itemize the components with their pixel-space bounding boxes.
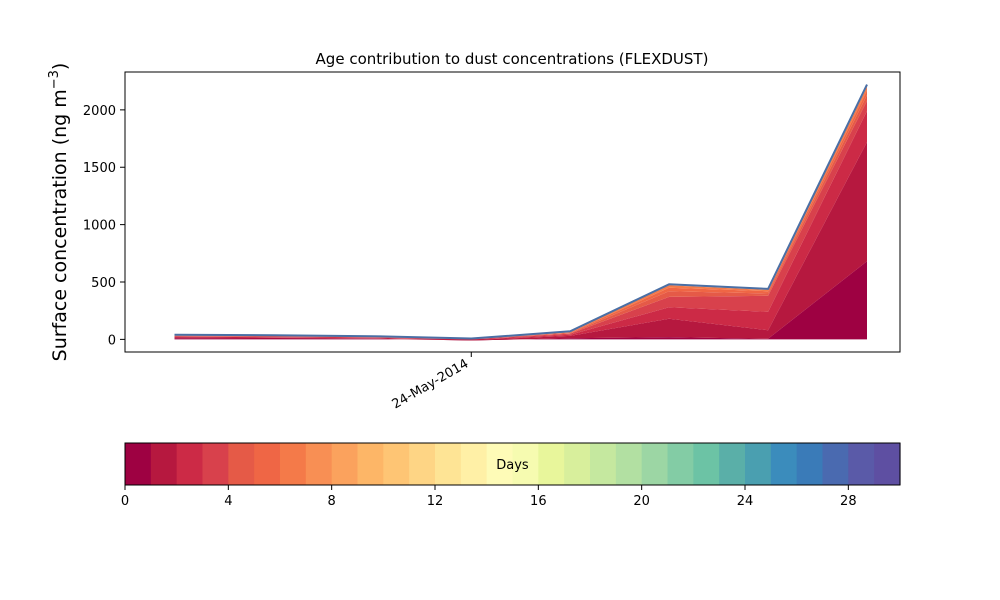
area-layer-0 — [174, 261, 867, 341]
y-tick-label-2000: 2000 — [83, 104, 116, 119]
plot-frame — [124, 71, 901, 353]
colorbar-segment-18 — [590, 443, 617, 485]
colorbar-segment-14 — [486, 443, 514, 485]
x-tick-label: 24-May-2014 — [390, 356, 472, 412]
y-tick-label-1000: 1000 — [83, 219, 116, 234]
colorbar-segment-27 — [822, 443, 849, 485]
colorbar-segment-29 — [874, 443, 901, 485]
colorbar-segment-2 — [176, 443, 204, 485]
colorbar-segment-11 — [409, 443, 436, 485]
colorbar-segment-4 — [228, 443, 255, 485]
colorbar-segment-3 — [202, 443, 229, 485]
colorbar-tick-label-20: 20 — [633, 494, 650, 509]
y-axis-label-close: ) — [49, 63, 71, 70]
colorbar-tick-label-4: 4 — [224, 494, 232, 509]
colorbar-tick-label-24: 24 — [737, 494, 754, 509]
colorbar-segment-12 — [435, 443, 462, 485]
colorbar-segment-13 — [460, 443, 488, 485]
y-tick-label-0: 0 — [108, 333, 116, 348]
colorbar-segment-25 — [770, 443, 798, 485]
colorbar-segment-23 — [719, 443, 746, 485]
plot-area: 0 500 1000 1500 2000 24-May-2014 — [83, 71, 901, 412]
colorbar-tick-label-12: 12 — [427, 494, 444, 509]
y-axis-label-sup: −3 — [47, 70, 62, 89]
colorbar-tick-label-16: 16 — [530, 494, 547, 509]
colorbar-segment-24 — [745, 443, 772, 485]
colorbar-segment-5 — [254, 443, 281, 485]
colorbar-segment-28 — [848, 443, 875, 485]
colorbar-segment-9 — [357, 443, 384, 485]
colorbar-frame — [124, 442, 901, 486]
colorbar-segment-21 — [667, 443, 694, 485]
colorbar-tick-label-0: 0 — [121, 494, 129, 509]
colorbar-label: Days — [496, 458, 529, 473]
colorbar-segment-26 — [796, 443, 824, 485]
total-outline — [174, 84, 868, 340]
colorbar-segment-19 — [615, 443, 643, 485]
colorbar-segment-10 — [383, 443, 410, 485]
colorbar-segment-16 — [538, 443, 565, 485]
chart-title: Age contribution to dust concentrations … — [316, 50, 709, 68]
colorbar-segment-22 — [693, 443, 720, 485]
y-axis-label-main: Surface concentration (ng m — [49, 89, 71, 361]
colorbar-segment-8 — [331, 443, 359, 485]
colorbar-segment-15 — [512, 443, 539, 485]
y-tick-label-1500: 1500 — [83, 161, 116, 176]
area-layer-3 — [174, 100, 867, 340]
colorbar-segment-17 — [564, 443, 591, 485]
colorbar-segment-6 — [280, 443, 307, 485]
colorbar-tick-label-8: 8 — [328, 494, 336, 509]
colorbar-segment-0 — [125, 443, 152, 485]
y-tick-label-500: 500 — [91, 276, 116, 291]
colorbar: 0 4 8 12 16 20 24 28 Days — [121, 442, 901, 509]
colorbar-segment-7 — [305, 443, 333, 485]
colorbar-tick-label-28: 28 — [840, 494, 857, 509]
colorbar-segment-1 — [150, 443, 178, 485]
colorbar-segment-20 — [641, 443, 669, 485]
y-axis-label: Surface concentration (ng m−3) — [47, 63, 71, 362]
